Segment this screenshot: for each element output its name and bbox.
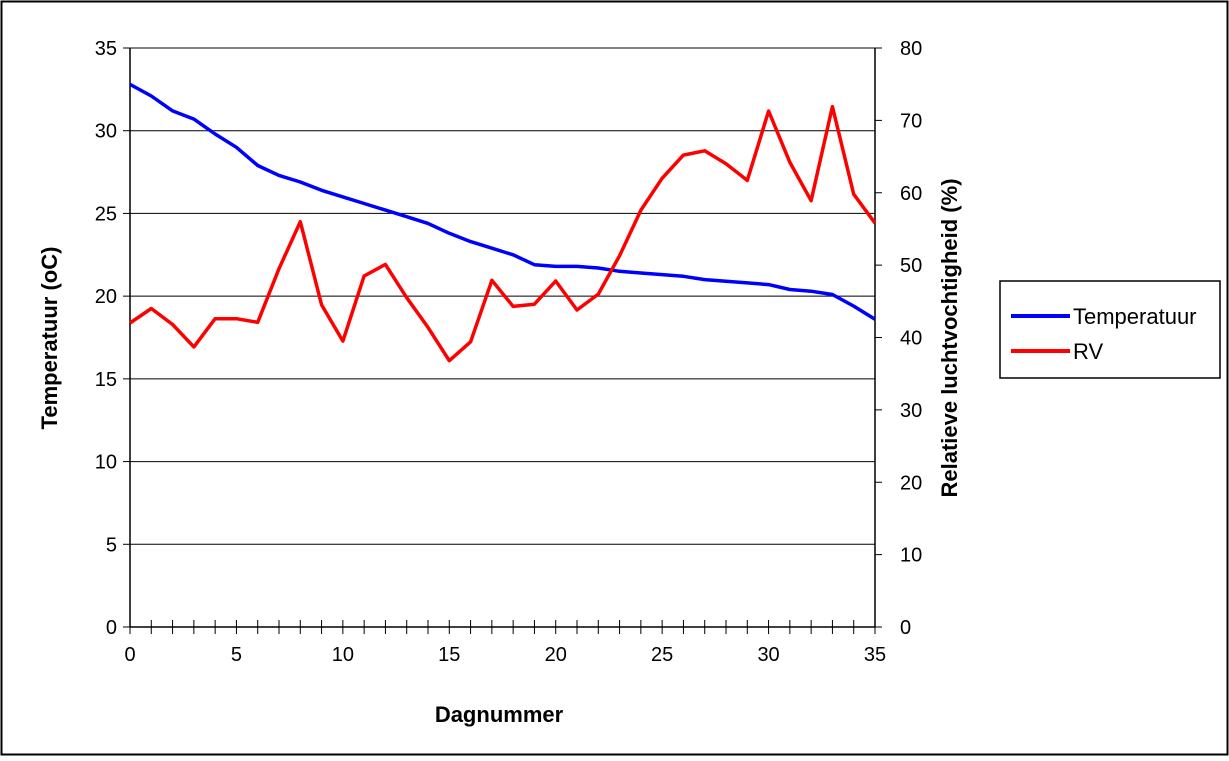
axes — [123, 47, 882, 634]
right-y-tick-label: 30 — [900, 400, 922, 422]
right-y-tick-label: 0 — [900, 617, 911, 639]
x-tick-label: 30 — [757, 644, 779, 666]
series-line-rv — [129, 104, 877, 363]
series-lines — [129, 82, 877, 363]
legend-box — [999, 280, 1221, 379]
x-tick-label: 10 — [332, 644, 354, 666]
left-y-tick-label: 10 — [95, 452, 117, 474]
legend-label-rv: RV — [1073, 339, 1103, 364]
left-y-tick-label: 30 — [95, 121, 117, 143]
left-y-tick-label: 5 — [106, 534, 117, 556]
x-tick-label: 35 — [864, 644, 886, 666]
left-y-tick-label: 15 — [95, 369, 117, 391]
series-line-temperatuur — [129, 82, 876, 321]
x-tick-label: 25 — [651, 644, 673, 666]
left-y-axis-title: Temperatuur (oC) — [37, 247, 62, 430]
x-tick-label: 20 — [545, 644, 567, 666]
right-y-tick-label: 70 — [900, 110, 922, 132]
right-y-tick-label: 40 — [900, 328, 922, 350]
left-y-tick-label: 35 — [95, 38, 117, 60]
left-y-tick-label: 25 — [95, 203, 117, 225]
left-y-tick-label: 20 — [95, 286, 117, 308]
x-tick-label: 0 — [124, 644, 135, 666]
x-tick-label: 15 — [438, 644, 460, 666]
x-axis-title: Dagnummer — [435, 702, 564, 727]
legend-label-temperatuur: Temperatuur — [1073, 304, 1197, 329]
right-y-tick-label: 60 — [900, 183, 922, 205]
grid-lines — [130, 47, 875, 545]
right-y-tick-label: 50 — [900, 255, 922, 277]
tick-labels: 0 5 10 15 20 25 30 35 0 5 10 15 20 25 30 35 0 10 20 30 40 50 6… — [95, 38, 923, 666]
right-y-axis-title: Relatieve luchtvochtigheid (%) — [937, 178, 962, 497]
right-y-tick-label: 20 — [900, 472, 922, 494]
left-y-tick-label: 0 — [106, 617, 117, 639]
right-y-tick-label: 80 — [900, 38, 922, 60]
legend: Temperatuur RV — [999, 280, 1221, 379]
x-tick-label: 5 — [231, 644, 242, 666]
right-y-tick-label: 10 — [900, 545, 922, 567]
